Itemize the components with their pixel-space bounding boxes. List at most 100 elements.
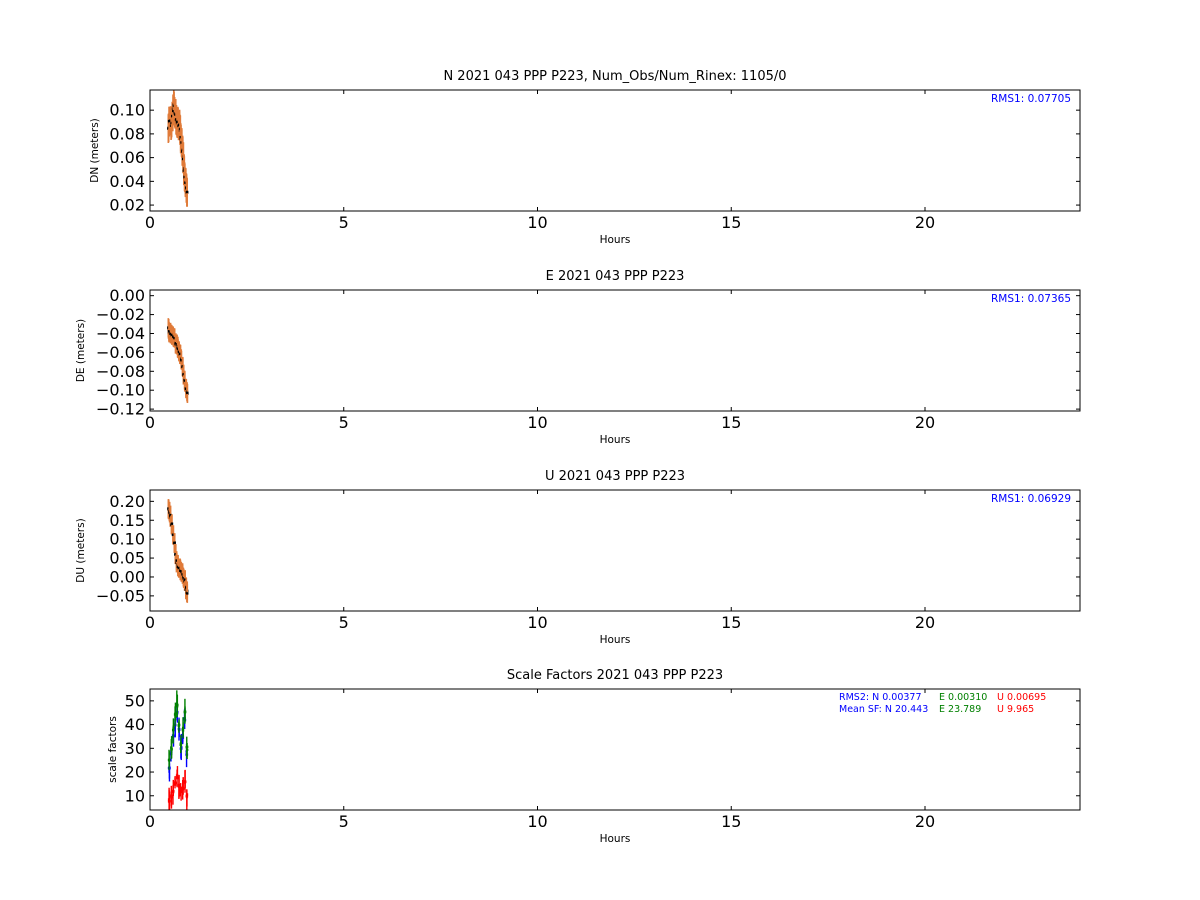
data-point (173, 541, 176, 544)
x-tick-label: 20 (915, 613, 935, 632)
y-tick-label: −0.10 (96, 381, 145, 400)
data-point (177, 350, 181, 354)
data-point (174, 342, 177, 345)
data-point (167, 758, 171, 762)
x-tick-label: 0 (145, 812, 155, 831)
rms2-annotation: E 0.00310 (939, 692, 987, 703)
data-point (179, 742, 183, 745)
data-point (183, 780, 187, 784)
axes-frame (149, 489, 1081, 612)
x-tick-label: 0 (145, 613, 155, 632)
y-axis-label: DN (meters) (89, 118, 101, 183)
y-tick-label: 0.15 (109, 511, 145, 530)
data-point (177, 724, 181, 727)
x-tick-label: 0 (145, 213, 155, 232)
data-point (167, 507, 170, 510)
y-axis-label: DU (meters) (75, 518, 87, 582)
panel-title: E 2021 043 PPP P223 (546, 269, 685, 284)
data-point (175, 559, 178, 562)
y-tick-label: −0.02 (96, 305, 145, 324)
data-point (184, 181, 187, 185)
axes-frame (149, 289, 1081, 412)
mean-sf-annotation: E 23.789 (939, 704, 981, 715)
y-tick-label: 10 (125, 786, 145, 805)
y-tick-label: 0.05 (109, 549, 145, 568)
data-point (185, 190, 189, 194)
mean-sf-annotation: Mean SF: N 20.443 (839, 704, 928, 715)
data-point (181, 573, 184, 576)
y-tick-label: −0.06 (96, 343, 145, 362)
y-tick-label: 40 (125, 715, 145, 734)
x-tick-label: 10 (527, 613, 547, 632)
y-tick-label: 0.02 (109, 196, 145, 215)
x-axis-label: Hours (600, 234, 631, 246)
data-point (181, 787, 185, 790)
y-axis-label: DE (meters) (75, 319, 87, 382)
rms2-annotation: RMS2: N 0.00377 (839, 692, 922, 703)
data-point (170, 796, 173, 799)
data-point (184, 387, 188, 390)
data-point (180, 359, 183, 362)
panel-title: N 2021 043 PPP P223, Num_Obs/Num_Rinex: … (443, 69, 786, 84)
data-point (175, 703, 179, 706)
rms-annotation: RMS1: 0.07705 (991, 93, 1071, 105)
data-point (183, 710, 187, 714)
y-tick-label: −0.08 (96, 362, 145, 381)
y-tick-label: 0.00 (109, 567, 145, 586)
x-tick-label: 10 (527, 213, 547, 232)
data-point (167, 330, 171, 333)
data-marks (167, 318, 189, 403)
data-point (168, 119, 171, 123)
y-tick-label: −0.05 (96, 586, 145, 605)
data-point (173, 713, 177, 716)
panel-3: 0 5 10 15 20 10 20 30 40 50 Scale Factors 2021 043… (107, 668, 1081, 845)
x-tick-label: 5 (339, 413, 349, 432)
y-tick-label: 0.08 (109, 124, 145, 143)
x-tick-label: 10 (527, 812, 547, 831)
y-tick-label: 50 (125, 691, 145, 710)
data-point (178, 352, 182, 356)
panel-title: Scale Factors 2021 043 PPP P223 (507, 668, 723, 683)
data-point (177, 783, 181, 787)
rms-annotation: RMS1: 0.06929 (991, 493, 1071, 505)
data-point (169, 513, 172, 517)
data-point (174, 781, 177, 784)
y-tick-label: 0.10 (109, 530, 145, 549)
data-point (186, 391, 189, 394)
x-tick-label: 15 (721, 213, 741, 232)
data-point (182, 372, 185, 376)
x-axis-label: Hours (600, 434, 631, 446)
x-tick-label: 5 (339, 613, 349, 632)
x-tick-label: 20 (915, 413, 935, 432)
data-point (167, 798, 171, 801)
data-point (185, 748, 189, 752)
data-marks (167, 90, 189, 207)
y-tick-label: 20 (125, 763, 145, 782)
x-axis-label: Hours (600, 833, 631, 845)
x-tick-label: 20 (915, 812, 935, 831)
x-tick-label: 20 (915, 213, 935, 232)
x-tick-label: 15 (721, 812, 741, 831)
x-tick-label: 10 (527, 413, 547, 432)
y-tick-label: −0.04 (96, 324, 145, 343)
x-tick-label: 15 (721, 413, 741, 432)
data-point (176, 347, 180, 350)
data-point (183, 379, 187, 382)
x-tick-label: 15 (721, 613, 741, 632)
y-tick-label: 0.00 (109, 286, 145, 305)
data-point (180, 789, 183, 793)
x-axis-label: Hours (600, 634, 631, 646)
x-tick-label: 0 (145, 413, 155, 432)
mean-sf-annotation: U 9.965 (997, 704, 1034, 715)
data-point (175, 774, 179, 777)
data-point (170, 522, 174, 525)
rms-annotation: RMS1: 0.07365 (991, 293, 1071, 305)
y-tick-label: 0.06 (109, 148, 145, 167)
data-point (170, 746, 173, 749)
y-tick-label: 0.20 (109, 492, 145, 511)
data-point (183, 578, 187, 581)
data-point (183, 175, 186, 179)
data-point (171, 728, 175, 732)
data-marks (167, 499, 189, 603)
